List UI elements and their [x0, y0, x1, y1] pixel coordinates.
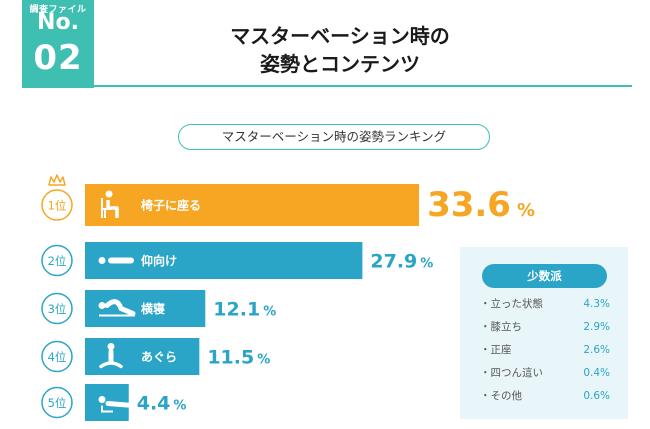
- page-title: マスターベーション時の 姿勢とコンテンツ: [200, 22, 480, 78]
- minority-item-value: 0.4%: [583, 367, 610, 379]
- minority-item-label: ・四つん這い: [480, 367, 543, 379]
- minority-item-label: ・正座: [480, 344, 512, 356]
- minority-header: 少数派: [482, 264, 607, 288]
- minority-item-value: 4.3%: [583, 298, 610, 310]
- minority-item: ・四つん這い 0.4%: [480, 364, 610, 382]
- rank-circle: [41, 292, 73, 325]
- minority-item-value: 2.6%: [583, 344, 610, 356]
- bar: [85, 184, 420, 226]
- title-divider: [94, 85, 632, 87]
- minority-item-label: ・その他: [480, 390, 522, 402]
- crown-icon: [48, 174, 66, 186]
- lying-on-back-icon: [98, 257, 134, 264]
- rank-label: 2位: [48, 254, 67, 268]
- minority-item: ・膝立ち 2.9%: [480, 318, 610, 336]
- minority-item-value: 2.9%: [583, 321, 610, 333]
- minority-item: ・立った状態 4.3%: [480, 295, 610, 313]
- badge-number: 02: [33, 38, 83, 78]
- value-label: 11.5%: [207, 347, 270, 369]
- minority-panel: 少数派 ・立った状態 4.3% ・膝立ち 2.9% ・正座 2.6% ・四つん這…: [460, 247, 628, 419]
- title-line-2: 姿勢とコンテンツ: [260, 52, 420, 76]
- value-label: 12.1%: [213, 299, 276, 321]
- cross-legged-icon: [99, 343, 123, 369]
- rank-circle: [41, 189, 73, 221]
- file-badge: 調査ファイル No. 02: [22, 0, 94, 88]
- lying-on-side-icon: [98, 299, 136, 317]
- value-label: 4.4%: [137, 393, 187, 415]
- minority-item: ・正座 2.6%: [480, 341, 610, 359]
- lying-face-down-icon: [98, 396, 136, 413]
- bar: [85, 290, 206, 327]
- badge-file-label: 調査ファイル: [29, 5, 87, 15]
- badge-no-label: No.: [37, 10, 79, 35]
- bar-group: 1位 椅子に座る 33.6%: [41, 174, 535, 226]
- rank-circle: [41, 340, 73, 373]
- category-label: あぐら: [141, 350, 177, 364]
- rank-label: 3位: [48, 302, 67, 316]
- value-label: 27.9%: [370, 251, 433, 273]
- rank-label: 4位: [48, 350, 67, 364]
- rank-label: 5位: [48, 396, 67, 410]
- category-label: 仰向け: [141, 253, 177, 268]
- bar: [85, 338, 200, 375]
- chair-sitting-icon: [101, 190, 119, 218]
- value-label: 33.6%: [427, 185, 535, 225]
- minority-item-label: ・膝立ち: [480, 321, 522, 333]
- bar-group: 3位 横寝 12.1%: [41, 290, 276, 327]
- category-label: 椅子に座る: [141, 198, 201, 213]
- chart-title: マスターベーション時の姿勢ランキング: [178, 124, 490, 150]
- category-label: 横寝: [141, 301, 165, 316]
- minority-item-value: 0.6%: [583, 390, 610, 402]
- rank-label: 1位: [48, 199, 67, 213]
- minority-item-label: ・立った状態: [480, 298, 543, 310]
- bar-group: 4位 あぐら 11.5%: [41, 338, 270, 375]
- bar-group: 2位 仰向け 27.9%: [41, 242, 433, 279]
- category-label: うつ伏せ: [141, 395, 189, 410]
- rank-circle: [41, 386, 73, 419]
- rank-circle: [41, 244, 73, 277]
- title-line-1: マスターベーション時の: [230, 24, 450, 48]
- minority-item: ・その他 0.6%: [480, 387, 610, 405]
